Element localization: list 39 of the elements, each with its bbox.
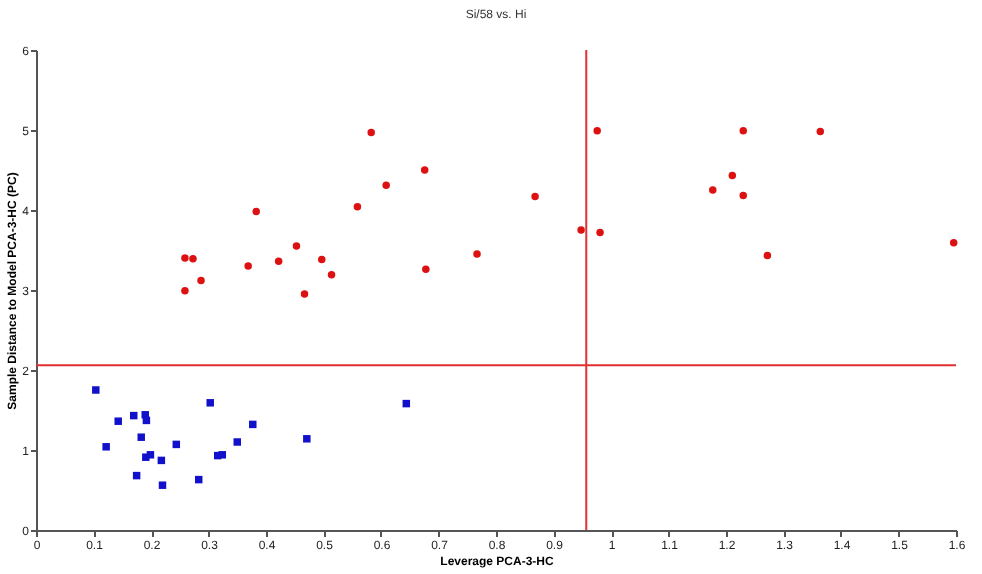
point [181,287,189,295]
point [353,203,362,211]
point [303,435,311,443]
point [739,191,747,200]
point [300,290,309,298]
point [422,265,430,273]
point [728,171,737,180]
point [763,251,772,260]
point [473,250,481,258]
point [593,127,601,135]
point [249,420,257,429]
point [189,255,197,263]
point [146,451,155,459]
point [274,257,283,265]
point [739,127,747,135]
point [244,262,252,270]
point [318,255,326,264]
point [596,228,604,237]
point [382,181,390,189]
point [420,166,429,174]
point [114,417,122,425]
point [158,481,167,489]
point [137,433,145,441]
point [218,451,227,459]
point [252,207,260,216]
point [577,226,585,234]
point [197,276,205,285]
point [292,242,301,250]
point [327,271,336,279]
point [816,127,825,136]
point [206,399,214,407]
point [709,186,717,194]
point [367,128,375,137]
point [233,438,241,446]
point [949,239,958,247]
point [531,192,539,201]
point [181,254,189,262]
point [92,386,100,394]
point [102,443,110,451]
